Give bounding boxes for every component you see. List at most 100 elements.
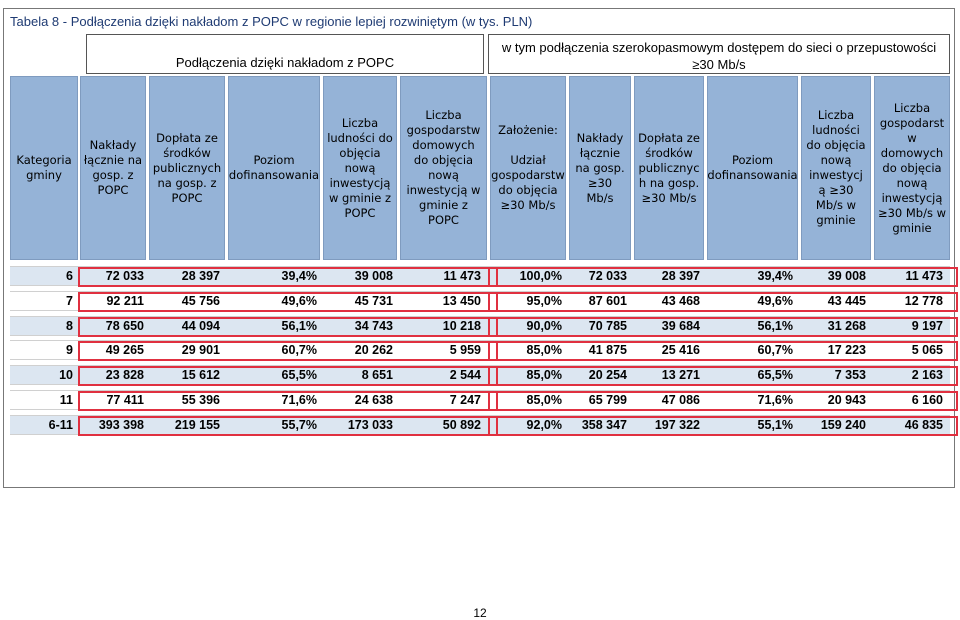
table-cell: 65,5% — [757, 368, 793, 383]
column-header: Założenie: Udział gospodarstw do objęcia… — [490, 76, 566, 260]
column-header-label: Założenie: Udział gospodarstw do objęcia… — [491, 123, 565, 212]
table-cell: 70 785 — [588, 318, 627, 333]
column-header: Dopłata ze środków publicznych na gosp. … — [149, 76, 225, 260]
table-cell: 28 397 — [181, 269, 220, 283]
table-cell: 20 943 — [827, 393, 866, 407]
column-header: Kategoria gminy — [10, 76, 78, 260]
table-cell: 55,7% — [281, 417, 317, 432]
table-cell: 56,1% — [281, 318, 317, 333]
table-row: 8 78 650 44 094 56,1% 34 743 10 218 90,0% 70 78… — [10, 315, 958, 337]
table-cell: 7 353 — [834, 368, 866, 383]
table-cell: 45 731 — [354, 293, 393, 308]
column-header-label: Nakłady łącznie na gosp. ≥30 Mb/s — [575, 130, 625, 205]
table-cell: 55,1% — [757, 417, 793, 432]
table-cell: 20 262 — [354, 343, 393, 358]
table-cell: 71,6% — [757, 393, 793, 407]
table-cell: 39 684 — [661, 318, 700, 333]
column-header: Liczba ludności do objęcia nową inwestyc… — [323, 76, 397, 260]
group-header-right-label: w tym podłączenia szerokopasmowym dostęp… — [501, 40, 937, 72]
table-caption: Tabela 8 - Podłączenia dzięki nakładom z… — [10, 14, 533, 29]
table-cell: 10 — [59, 368, 73, 383]
table-cell: 393 398 — [98, 417, 144, 432]
table-cell: 72 033 — [105, 269, 144, 283]
table-cell: 12 778 — [904, 293, 943, 308]
table-cell: 8 — [66, 318, 73, 333]
table-cell: 65,5% — [281, 368, 317, 383]
table-cell: 8 651 — [361, 368, 393, 383]
column-header: Poziom dofinansowania — [707, 76, 798, 260]
column-header-label: Liczba gospodarst w domowych do objęcia … — [877, 100, 947, 235]
table-cell: 197 322 — [654, 417, 700, 432]
column-header: Nakłady łącznie na gosp. z POPC — [80, 76, 146, 260]
table-cell: 39,4% — [281, 269, 317, 283]
table-cell: 6 — [66, 269, 73, 283]
table-cell: 6-11 — [48, 417, 73, 432]
table-cell: 29 901 — [181, 343, 220, 358]
table-cell: 39 008 — [354, 269, 393, 283]
column-header-label: Liczba gospodarstw domowych do objęcia n… — [406, 108, 481, 227]
column-header-label: Nakłady łącznie na gosp. z POPC — [83, 138, 143, 197]
column-header-label: Liczba ludności do objęcia nową inwestyc… — [806, 108, 866, 227]
table-cell: 43 468 — [661, 293, 700, 308]
table-cell: 173 033 — [347, 417, 393, 432]
table-cell: 7 — [66, 293, 73, 308]
table-cell: 85,0% — [526, 368, 562, 383]
table-cell: 23 828 — [105, 368, 144, 383]
column-header: Poziom dofinansowania — [228, 76, 320, 260]
table-cell: 85,0% — [526, 393, 562, 407]
table-cell: 50 892 — [442, 417, 481, 432]
table-cell: 9 — [66, 343, 73, 358]
table-cell: 2 163 — [911, 368, 943, 383]
table-cell: 87 601 — [588, 293, 627, 308]
table-cell: 95,0% — [526, 293, 562, 308]
table-cell: 65 799 — [588, 393, 627, 407]
table-cell: 49,6% — [281, 293, 317, 308]
table-row: 7 92 211 45 756 49,6% 45 731 13 450 95,0% 87 60… — [10, 290, 958, 312]
table-cell: 7 247 — [449, 393, 481, 407]
table-cell: 90,0% — [526, 318, 562, 333]
group-header-left-label: Podłączenia dzięki nakładom z POPC — [175, 55, 395, 70]
table-cell: 159 240 — [820, 417, 866, 432]
column-header: Liczba gospodarst w domowych do objęcia … — [874, 76, 950, 260]
column-header: Nakłady łącznie na gosp. ≥30 Mb/s — [569, 76, 631, 260]
group-header-right: w tym podłączenia szerokopasmowym dostęp… — [488, 34, 950, 74]
page-number: 12 — [473, 606, 487, 620]
table-cell: 31 268 — [827, 318, 866, 333]
table-cell: 10 218 — [442, 318, 481, 333]
table-cell: 77 411 — [106, 393, 144, 407]
table-cell: 13 450 — [442, 293, 481, 308]
table-cell: 60,7% — [281, 343, 317, 358]
table-cell: 13 271 — [661, 368, 700, 383]
table-cell: 45 756 — [181, 293, 220, 308]
table-cell: 46 835 — [904, 417, 943, 432]
table-cell: 56,1% — [757, 318, 793, 333]
column-header: Dopłata ze środków publicznyc h na gosp.… — [634, 76, 704, 260]
table-row: 10 23 828 15 612 65,5% 8 651 2 544 85,0% 20 254… — [10, 365, 958, 387]
group-header-left: Podłączenia dzięki nakładom z POPC — [86, 34, 484, 74]
table-cell: 25 416 — [661, 343, 700, 358]
table-cell: 41 875 — [588, 343, 627, 358]
table-cell: 34 743 — [354, 318, 393, 333]
table-cell: 9 197 — [911, 318, 943, 333]
table-cell: 6 160 — [911, 393, 943, 407]
table-cell: 85,0% — [526, 343, 562, 358]
table-cell: 358 347 — [581, 417, 627, 432]
table-cell: 92 211 — [106, 293, 144, 308]
table-cell: 11 — [59, 393, 73, 407]
table-cell: 44 094 — [181, 318, 220, 333]
table-cell: 24 638 — [354, 393, 393, 407]
table-cell: 20 254 — [588, 368, 627, 383]
column-header-label: Liczba ludności do objęcia nową inwestyc… — [327, 115, 393, 220]
column-header: Liczba gospodarstw domowych do objęcia n… — [400, 76, 487, 260]
table-cell: 11 473 — [443, 269, 481, 283]
table-cell: 60,7% — [757, 343, 793, 358]
table-cell: 5 065 — [911, 343, 943, 358]
table-cell: 219 155 — [174, 417, 220, 432]
table-row: 6 72 033 28 397 39,4% 39 008 11 473 100,0% 72 0… — [10, 266, 958, 287]
column-header-label: Poziom dofinansowania — [228, 153, 320, 182]
column-header: Liczba ludności do objęcia nową inwestyc… — [801, 76, 871, 260]
table-cell: 28 397 — [661, 269, 700, 283]
table-cell: 55 396 — [181, 393, 220, 407]
table-cell: 5 959 — [449, 343, 481, 358]
table-row: 6-11 393 398 219 155 55,7% 173 033 50 892 92,0… — [10, 414, 958, 436]
